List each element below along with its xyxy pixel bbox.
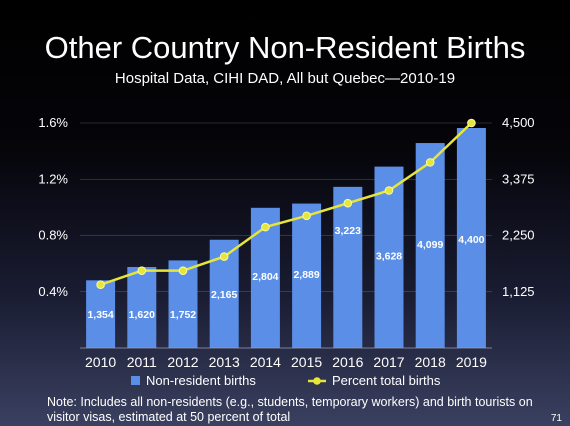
line-point — [219, 252, 229, 261]
legend: Non-resident births Percent total births — [131, 373, 441, 388]
x-tick-label: 2016 — [332, 354, 363, 370]
bar-value-labels: 1,354 1,620 1,752 2,165 2,804 2,889 3,223 3,628… — [87, 225, 484, 321]
bar — [292, 203, 322, 348]
x-tick-label: 2014 — [250, 354, 281, 370]
line-point — [96, 280, 105, 290]
bar — [168, 260, 198, 348]
bar — [415, 143, 445, 348]
line-series — [96, 118, 476, 290]
y-left-tick-label: 0.8% — [38, 228, 68, 243]
bar-value-label: 4,099 — [417, 239, 443, 251]
y-left-tick-label: 0.4% — [38, 284, 68, 299]
bar — [333, 186, 363, 348]
bar-value-label: 1,752 — [170, 309, 196, 321]
bar — [127, 267, 157, 348]
bar-value-label: 1,354 — [87, 309, 113, 321]
legend-label: Percent total births — [332, 373, 441, 388]
bar-value-label: 4,400 — [458, 234, 484, 246]
line-point — [261, 222, 270, 232]
chart-title: Other Country Non-Resident Births — [44, 30, 526, 65]
legend-label: Non-resident births — [146, 373, 256, 388]
y-right-tick-label: 2,250 — [502, 228, 535, 243]
y-left-tick-label: 1.6% — [38, 115, 68, 130]
x-tick-label: 2010 — [85, 354, 116, 370]
legend-swatch-bars — [131, 376, 140, 385]
y-left-tick-label: 1.2% — [38, 171, 68, 186]
line-path — [100, 122, 473, 286]
x-tick-label: 2013 — [209, 354, 240, 370]
line-point — [425, 158, 435, 167]
x-tick-label: 2019 — [456, 354, 487, 370]
legend-swatch-marker — [313, 377, 321, 385]
line-point — [343, 198, 353, 208]
footnote: Note: Includes all non-residents (e.g., … — [47, 395, 533, 424]
y-right-tick-label: 4,500 — [502, 115, 535, 130]
bar-value-label: 3,628 — [376, 251, 402, 263]
x-tick-label: 2012 — [167, 354, 198, 370]
line-point — [178, 266, 188, 275]
y-right-tick-label: 3,375 — [502, 171, 535, 186]
x-tick-label: 2017 — [373, 354, 404, 370]
line-point — [384, 186, 394, 195]
axes: 0.4% 0.8% 1.2% 1.6% 1,125 2,250 3,375 4,500 2010… — [38, 115, 534, 370]
chart-subtitle: Hospital Data, CIHI DAD, All but Quebec—… — [114, 70, 456, 87]
line-point — [467, 118, 476, 128]
x-tick-label: 2018 — [415, 354, 446, 370]
bar — [456, 128, 486, 348]
y-right-tick-label: 1,125 — [502, 284, 535, 299]
line-point — [137, 266, 147, 275]
line-point — [302, 211, 311, 221]
bar-value-label: 2,889 — [293, 269, 319, 281]
bar — [374, 166, 404, 348]
bar-value-label: 3,223 — [335, 225, 361, 237]
bar — [86, 280, 116, 348]
bar-value-label: 2,165 — [211, 289, 237, 301]
x-tick-label: 2015 — [291, 354, 322, 370]
x-tick-label: 2011 — [127, 354, 157, 370]
page-number: 71 — [550, 413, 562, 424]
bar-value-label: 2,804 — [252, 271, 278, 283]
bar-value-label: 1,620 — [129, 309, 155, 321]
